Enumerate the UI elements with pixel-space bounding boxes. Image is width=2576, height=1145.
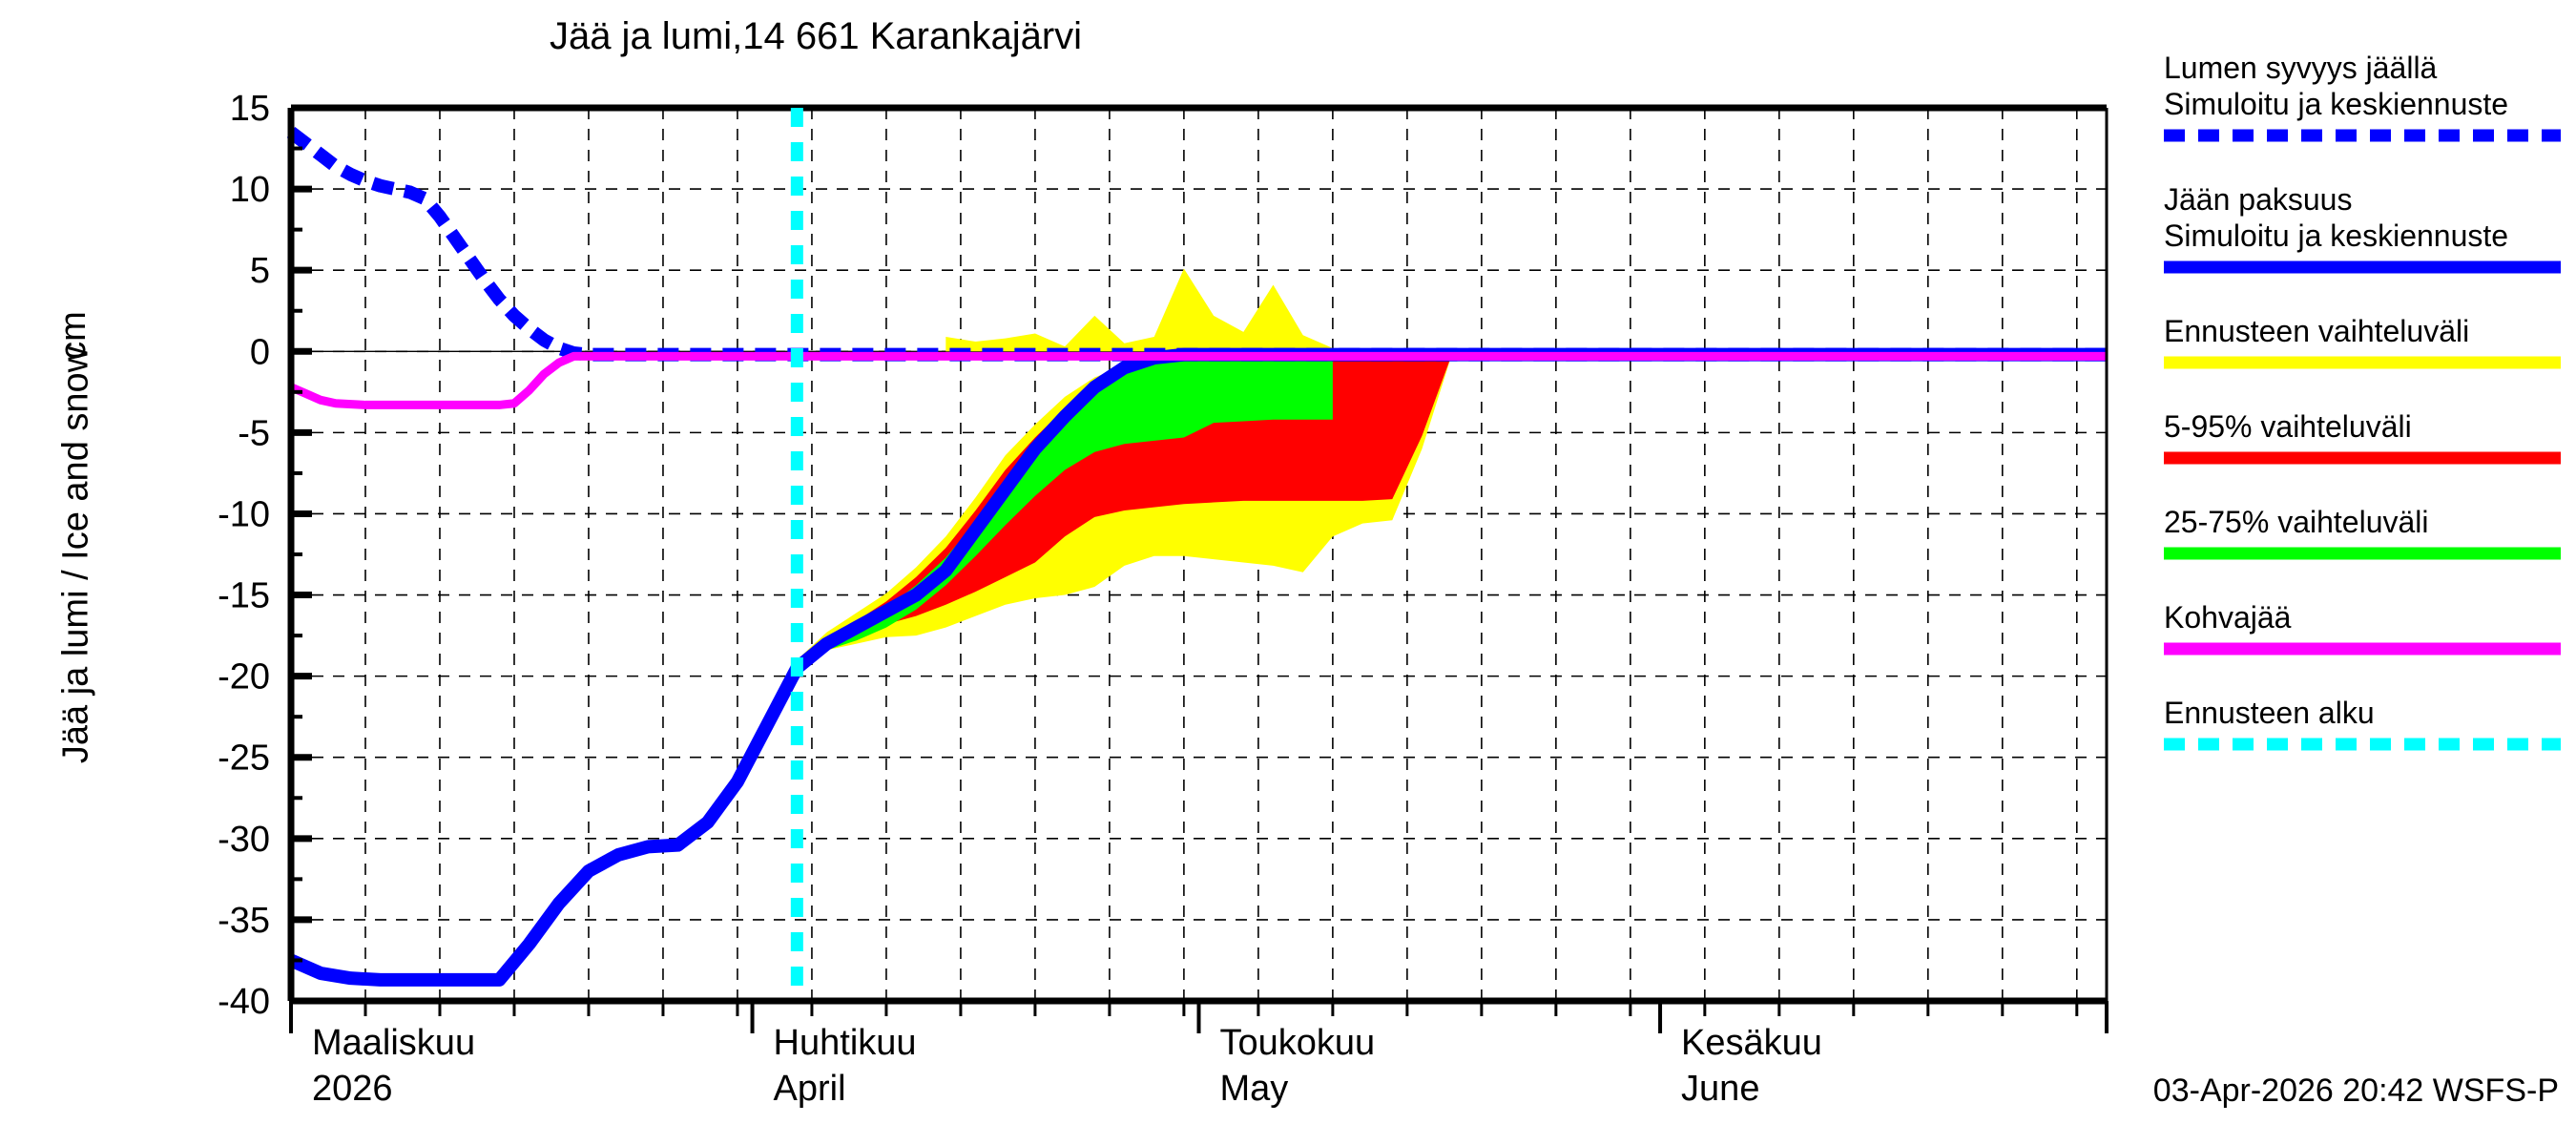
legend-label-snow-depth-on-ice: Lumen syvyys jäällä — [2164, 51, 2438, 85]
y-tick-label: -20 — [218, 657, 270, 697]
legend-label-slush-ice: Kohvajää — [2164, 600, 2292, 635]
y-tick-label: 5 — [250, 251, 270, 291]
y-tick-label: 0 — [250, 332, 270, 372]
x-axis-month-label-en: April — [774, 1069, 846, 1109]
band-forecast-range-upper-spikes — [945, 268, 1333, 352]
legend-label-ice-thickness: Jään paksuus — [2164, 182, 2352, 217]
x-axis-month-label-en: May — [1220, 1069, 1289, 1109]
footer-timestamp: 03-Apr-2026 20:42 WSFS-P — [2152, 1072, 2559, 1109]
x-axis-month-label-fi: Huhtikuu — [774, 1023, 917, 1063]
x-axis-month-label-en: June — [1681, 1069, 1759, 1109]
legend-label-range-5-95: 5-95% vaihteluväli — [2164, 409, 2412, 444]
x-axis-month-label-fi: Maaliskuu — [312, 1023, 475, 1063]
y-tick-label: -25 — [218, 739, 270, 779]
chart-title: Jää ja lumi,14 661 Karankajärvi — [549, 15, 1083, 57]
x-axis-month-label-fi: Toukokuu — [1220, 1023, 1376, 1063]
band-5-95-vaihteluv-li — [797, 354, 1452, 667]
y-tick-label: 15 — [230, 89, 270, 129]
legend-label-forecast-start: Ennusteen alku — [2164, 696, 2375, 730]
y-tick-label: -35 — [218, 901, 270, 941]
legend-label-ice-thickness: Simuloitu ja keskiennuste — [2164, 219, 2508, 253]
legend-label-range-25-75: 25-75% vaihteluväli — [2164, 505, 2429, 539]
y-tick-label: 10 — [230, 170, 270, 210]
y-tick-label: -40 — [218, 982, 270, 1022]
y-tick-label: -30 — [218, 820, 270, 860]
legend-label-forecast-range: Ennusteen vaihteluväli — [2164, 314, 2469, 348]
y-tick-label: -10 — [218, 494, 270, 534]
legend-label-snow-depth-on-ice: Simuloitu ja keskiennuste — [2164, 87, 2508, 121]
series-kohvajää — [289, 351, 2107, 409]
x-axis-month-label-en: 2026 — [312, 1069, 393, 1109]
y-tick-label: -15 — [218, 576, 270, 616]
x-axis-month-label-fi: Kesäkuu — [1681, 1023, 1822, 1063]
y-tick-label: -5 — [238, 413, 270, 453]
